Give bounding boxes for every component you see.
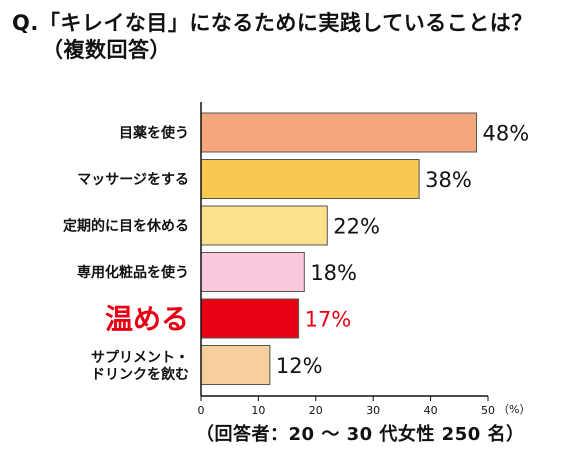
category-label: 専用化粧品を使う	[77, 264, 189, 281]
chart-title: Q.「キレイな目」になるために実践していることは？ （複数回答）	[12, 10, 560, 64]
title-line-1: Q.「キレイな目」になるために実践していることは？	[12, 11, 533, 35]
category-label: 目薬を使う	[119, 125, 189, 142]
x-tick-label: 10	[251, 404, 265, 417]
category-label: 温める	[105, 303, 189, 336]
bar	[200, 298, 300, 339]
value-label: 38%	[425, 168, 472, 192]
bar	[200, 205, 328, 246]
category-label: 定期的に目を休める	[63, 218, 189, 235]
plot-area: 目薬を使う 48% マッサージをする 38% 定期的に目を休める 22% 専用化粧品を使う 1…	[63, 102, 529, 417]
x-tick-label: 20	[309, 404, 323, 417]
title-line-2: （複数回答）	[42, 38, 171, 62]
value-label: 17%	[305, 308, 352, 332]
value-label: 48%	[483, 122, 530, 146]
bar	[200, 252, 305, 292]
x-tick-label: 30	[366, 404, 380, 417]
bar	[200, 345, 271, 385]
value-label: 12%	[276, 354, 323, 378]
category-label: マッサージをする	[77, 172, 189, 188]
value-label: 18%	[310, 261, 357, 285]
x-tick-label: 0	[198, 404, 205, 417]
respondent-footnote: （回答者：20 ～ 30 代女性 250 名）	[196, 424, 525, 445]
x-axis-unit: （%）	[498, 403, 531, 416]
x-tick-label: 50	[481, 404, 495, 417]
bar	[200, 159, 420, 199]
value-label: 22%	[333, 215, 380, 239]
x-tick-label: 40	[424, 404, 438, 417]
category-label: サプリメント・ドリンクを飲む	[91, 350, 189, 383]
bar	[200, 112, 478, 153]
